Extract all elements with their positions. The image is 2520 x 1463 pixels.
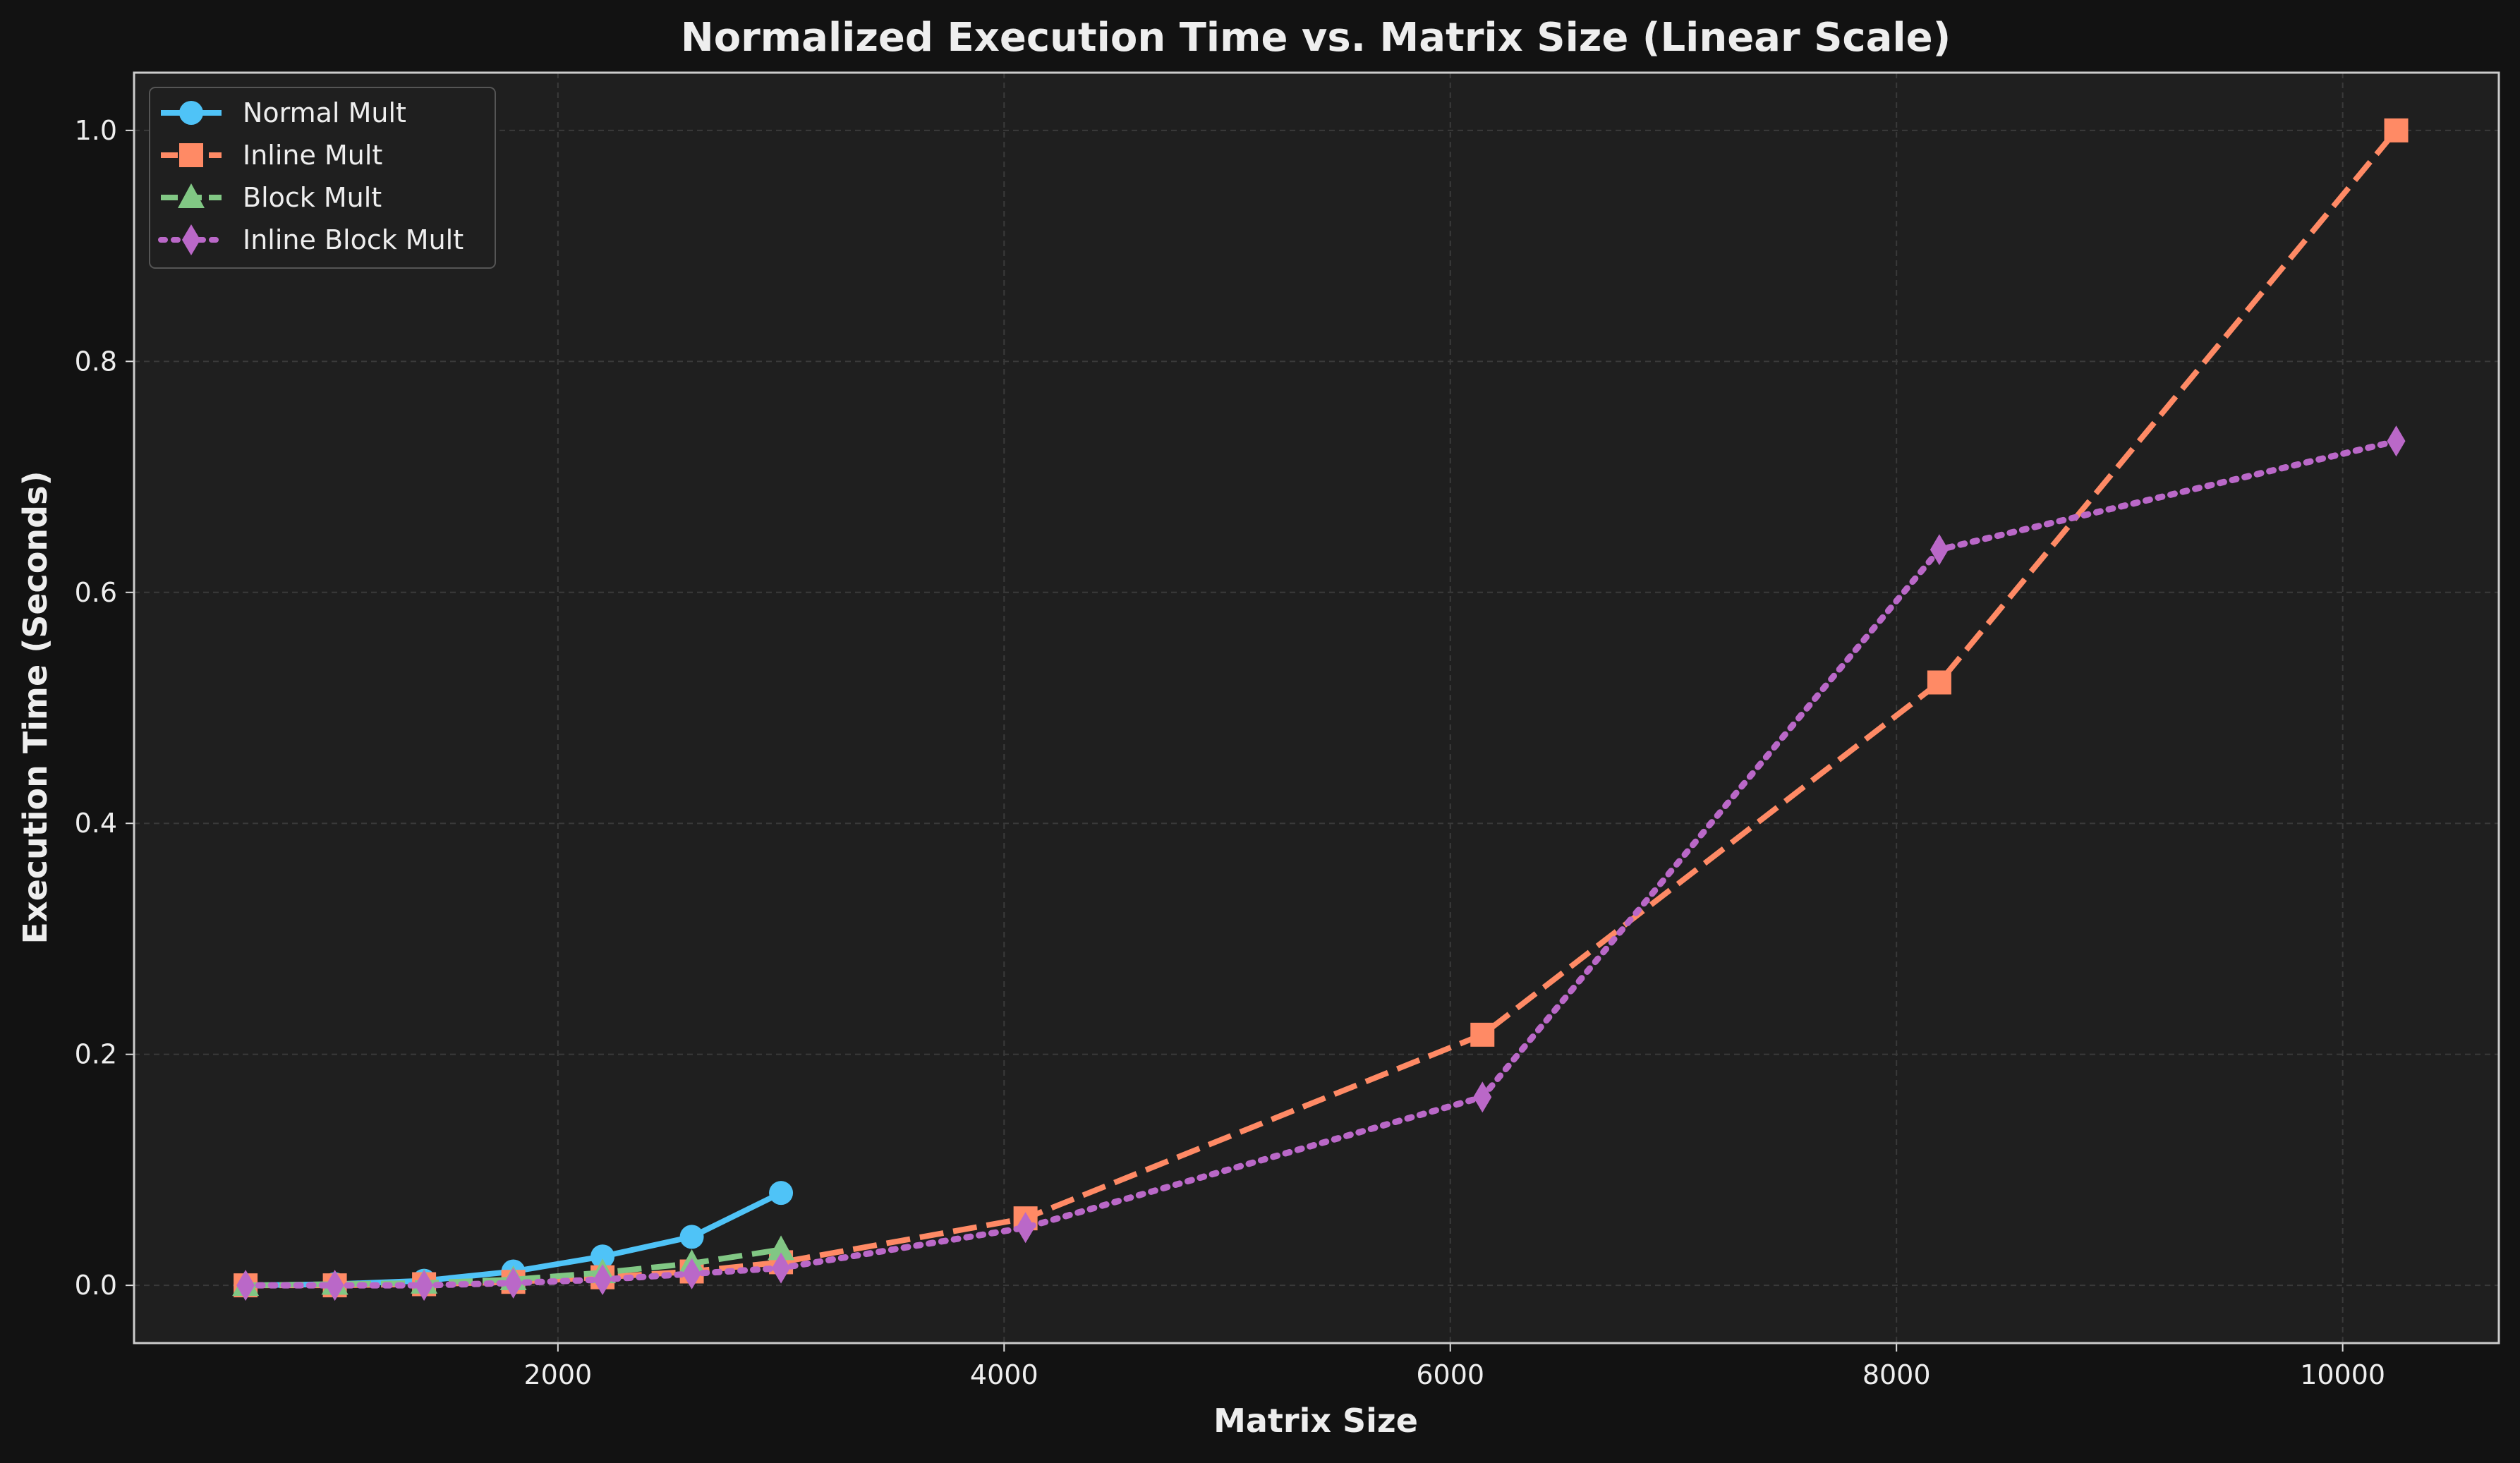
data-point [768, 1235, 795, 1261]
legend-label: Inline Block Mult [243, 224, 464, 255]
y-tick-label: 0.0 [75, 1270, 117, 1301]
x-tick-label: 2000 [523, 1359, 592, 1390]
data-point [504, 1267, 523, 1299]
data-point [1016, 1212, 1035, 1244]
legend-label: Normal Mult [243, 97, 406, 128]
legend-label: Block Mult [243, 182, 382, 213]
y-tick-label: 0.4 [75, 808, 117, 839]
legend-marker [179, 143, 203, 167]
chart-title: Normalized Execution Time vs. Matrix Siz… [681, 15, 1951, 61]
legend-marker [178, 183, 205, 208]
data-point [682, 1258, 701, 1289]
data-point [415, 1270, 434, 1301]
x-tick-label: 6000 [1416, 1359, 1484, 1390]
data-point [1930, 534, 1949, 566]
legend: Normal Mult Inline Mult Block Mult Inline B… [149, 87, 496, 269]
data-point [590, 1244, 615, 1269]
y-tick-label: 0.6 [75, 577, 117, 608]
data-point [769, 1181, 794, 1206]
data-point [1470, 1022, 1495, 1047]
data-point [2387, 425, 2406, 457]
legend-marker [179, 101, 203, 125]
plot-area [134, 73, 2499, 1343]
data-point [679, 1225, 704, 1249]
series-group [232, 118, 2409, 1301]
x-tick-label: 4000 [970, 1359, 1038, 1390]
data-point [772, 1252, 791, 1284]
y-tick-label: 0.2 [75, 1039, 117, 1070]
x-tick-label: 10000 [2300, 1359, 2385, 1390]
data-point [2384, 118, 2409, 142]
data-point [236, 1270, 255, 1301]
y-axis-label: Execution Time (Seconds) [16, 471, 54, 944]
data-point [325, 1270, 344, 1301]
series-inline-block-mult [236, 425, 2406, 1301]
x-axis-label: Matrix Size [1213, 1402, 1418, 1440]
y-tick-label: 1.0 [75, 115, 117, 146]
grid: 2000 4000 6000 8000 10000 0.0 0.2 0.4 0.6 0.8 1.0 [75, 73, 2499, 1390]
plot-frame [133, 71, 2500, 1344]
data-point [593, 1263, 612, 1295]
legend-marker [182, 224, 200, 255]
y-tick-label: 0.8 [75, 346, 117, 377]
legend-label: Inline Mult [243, 140, 382, 171]
data-point [1473, 1081, 1492, 1113]
x-tick-label: 8000 [1862, 1359, 1931, 1390]
data-point [1927, 670, 1951, 695]
legend-box [149, 87, 496, 269]
